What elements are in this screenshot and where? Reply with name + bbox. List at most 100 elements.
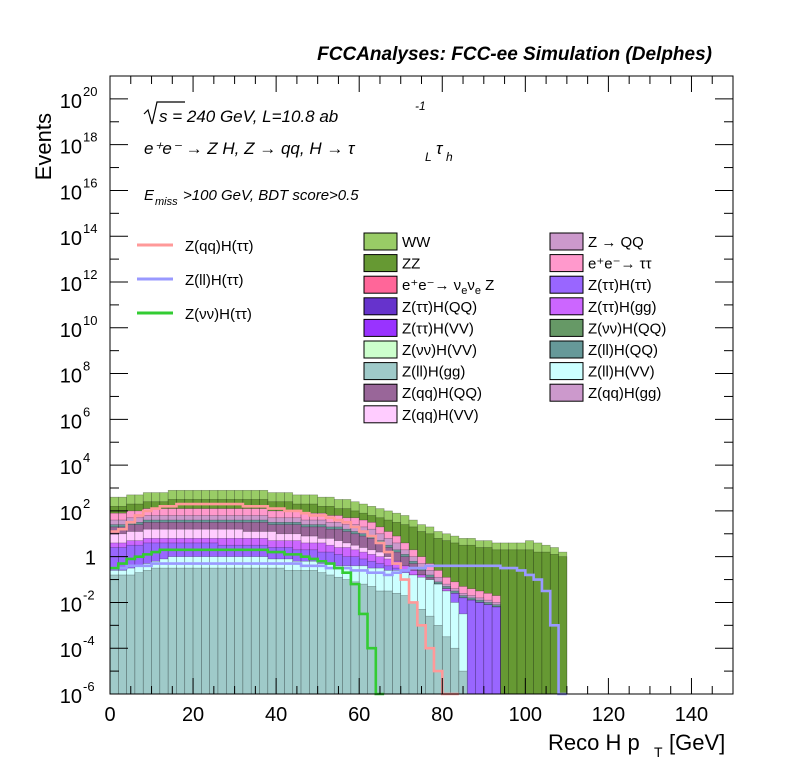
legend-fill-swatch [549, 254, 584, 273]
histogram-bin [151, 567, 161, 695]
legend-fill-swatch [549, 297, 584, 316]
legend-fill-swatch [363, 405, 398, 424]
legend-fill-label: Z(νν)H(VV) [402, 342, 477, 359]
sqrt-s-text: s = 240 GeV, L=10.8 ab [159, 107, 338, 126]
x-tick-label: 100 [509, 704, 542, 726]
legend-line-label: Z(qq)H(ττ) [185, 238, 254, 255]
histogram-bin [275, 567, 285, 695]
x-tick-label: 40 [265, 704, 287, 726]
histogram-bin [176, 567, 186, 695]
legend-fill-label: Z(ττ)H(gg) [588, 299, 657, 316]
x-axis-label-main: Reco H p [548, 730, 640, 755]
y-tick-exponent: -2 [83, 587, 95, 602]
sqrt-symbol [143, 101, 185, 125]
y-tick-label: 10 [60, 411, 82, 433]
y-tick-label: 10 [60, 137, 82, 159]
legend-fill-swatch [549, 340, 584, 359]
x-tick-label: 20 [182, 704, 204, 726]
signal-overlays [110, 502, 567, 696]
histogram-bin [342, 579, 352, 695]
legend-fill-swatch [549, 232, 584, 251]
histogram-bin [450, 647, 460, 695]
y-tick-label: 10 [60, 503, 82, 525]
y-tick-exponent: 2 [83, 496, 90, 511]
annotation-process: e⁺e⁻ → Z H, Z → qq, H → τ L τ h [144, 139, 453, 164]
y-tick-exponent: 20 [83, 84, 97, 99]
histogram-bin [234, 567, 244, 695]
legend-fill-label: Z(qq)H(QQ) [402, 385, 482, 402]
legend-fill-swatch [549, 318, 584, 337]
histogram-bin [142, 570, 152, 695]
histogram-bin [300, 570, 310, 695]
histogram-bin [167, 567, 177, 695]
legend-fill-label: Z(ττ)H(QQ) [402, 299, 477, 316]
legend-fill-swatch [549, 383, 584, 402]
legend-fill-label: Z(qq)H(VV) [402, 407, 479, 424]
legend-fill-label: ZZ [402, 256, 420, 273]
legend-fill-swatch [363, 275, 398, 294]
histogram-bin [292, 570, 302, 695]
histogram-bin [309, 570, 318, 695]
histogram-bin [325, 574, 335, 695]
histogram-bin [159, 567, 169, 695]
overlay-line-z-h- [110, 548, 385, 696]
x-tick-label: 0 [104, 704, 115, 726]
histogram-bin [491, 606, 501, 695]
y-tick-label: 10 [60, 594, 82, 616]
y-tick-label: 10 [60, 366, 82, 388]
x-tick-label: 140 [675, 704, 708, 726]
histogram-bin [475, 602, 485, 695]
y-tick-label: 10 [60, 457, 82, 479]
legend-fill-label: Z(ll)H(gg) [402, 364, 465, 381]
histogram-bin [192, 567, 202, 695]
histogram-bin [225, 567, 235, 695]
y-tick-label: 10 [60, 91, 82, 113]
x-tick-label: 60 [348, 704, 370, 726]
histogram-bin [500, 549, 510, 695]
y-tick-exponent: 6 [83, 404, 90, 419]
legend-fill-swatch [363, 254, 398, 273]
y-tick-exponent: -4 [83, 633, 95, 648]
process-sub-2: h [446, 150, 453, 164]
histogram-bin [184, 567, 194, 695]
y-tick-label: 10 [60, 640, 82, 662]
histogram-bin [242, 567, 252, 695]
legend-fill-swatch [549, 275, 584, 294]
x-tick-label: 120 [592, 704, 625, 726]
legend-fill-label: Z(qq)H(gg) [588, 385, 661, 402]
legend-line-label: Z(ll)H(ττ) [185, 272, 244, 289]
histogram-bin [333, 576, 343, 695]
y-tick-label: 10 [60, 320, 82, 342]
legend-fill-swatch [549, 362, 584, 381]
y-tick-exponent: 8 [83, 359, 90, 374]
histogram-bin [383, 590, 393, 695]
histogram-bin [466, 599, 476, 695]
histogram-bin [134, 572, 144, 695]
histogram-bin [250, 567, 260, 695]
histogram-bin [118, 574, 127, 695]
legend-fill-swatch [363, 362, 398, 381]
legend-line-label: Z(νν)H(ττ) [185, 306, 252, 323]
histogram-bin [109, 574, 119, 695]
histogram-bin [533, 551, 543, 695]
histogram-bin [284, 570, 294, 695]
histogram-bin [201, 567, 210, 695]
y-tick-exponent: 10 [83, 313, 97, 328]
histogram-bin [126, 574, 136, 695]
process-text: e⁺e⁻ → Z H, Z → qq, H → τ [144, 139, 356, 158]
selection-e: E [144, 187, 155, 204]
legend-fill-swatch [363, 318, 398, 337]
legend-fill-label: e⁺e⁻→ ττ [588, 256, 652, 273]
process-sub-1: L [425, 150, 432, 164]
y-tick-label: 10 [60, 686, 82, 708]
histogram-z-ll-h-gg- [109, 567, 468, 695]
overlay-line-z-qq-h- [110, 502, 459, 696]
y-axis-label: Events [31, 113, 56, 180]
y-tick-exponent: 16 [83, 175, 97, 190]
overlay-line-z-ll-h- [110, 562, 567, 696]
y-tick-label: 10 [60, 228, 82, 250]
annotation-selection: E miss >100 GeV, BDT score>0.5 [144, 187, 359, 208]
legend-fill-swatch [363, 383, 398, 402]
